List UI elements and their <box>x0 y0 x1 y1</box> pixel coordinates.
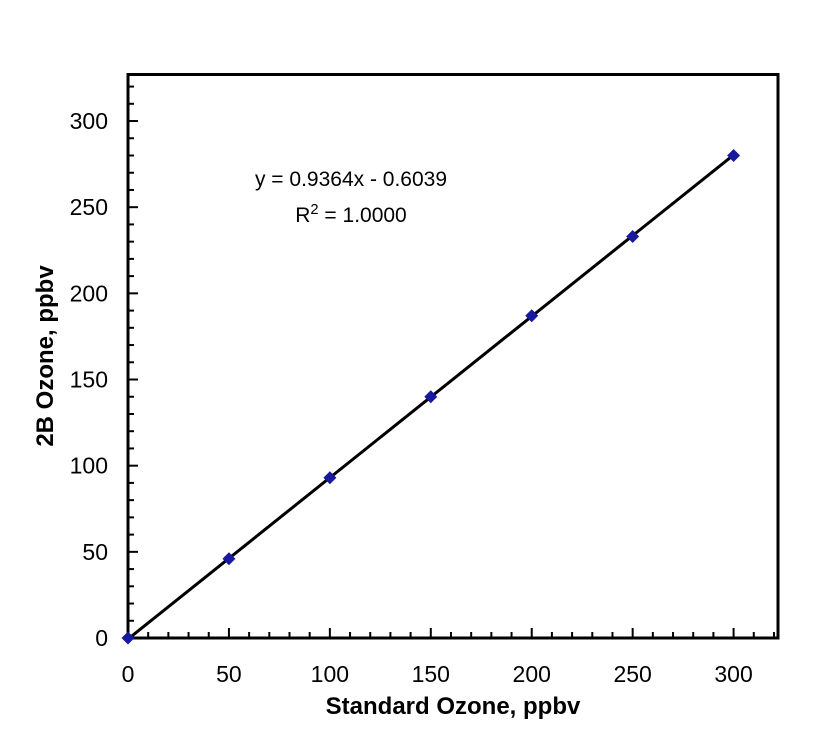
y-tick-label: 0 <box>95 625 108 651</box>
r-squared-exponent: 2 <box>310 202 319 218</box>
data-point-marker <box>626 229 640 243</box>
y-tick-label: 200 <box>70 280 108 306</box>
data-point-marker <box>222 552 236 566</box>
data-point-marker <box>525 309 539 323</box>
r-squared-value: = 1.0000 <box>318 204 407 227</box>
x-tick-label: 50 <box>216 661 242 687</box>
x-axis-title: Standard Ozone, ppbv <box>325 693 581 720</box>
data-points <box>121 148 741 645</box>
x-tick-label: 300 <box>714 661 752 687</box>
trendline-annotation: y = 0.9364x - 0.6039 R2 = 1.0000 <box>255 164 447 231</box>
equation-text: y = 0.9364x - 0.6039 <box>254 168 448 191</box>
x-tick-label: 0 <box>122 661 135 687</box>
r-squared-text: R2 = 1.0000 <box>255 195 447 231</box>
y-tick-label: 150 <box>70 367 108 393</box>
x-axis-tick-labels: 0 50 100 150 200 250 300 <box>122 661 753 687</box>
data-point-marker <box>424 390 438 404</box>
y-tick-label: 300 <box>70 108 108 134</box>
x-tick-label: 250 <box>613 661 651 687</box>
y-tick-label: 250 <box>70 194 108 220</box>
data-point-marker <box>727 148 741 162</box>
x-tick-label: 100 <box>311 661 349 687</box>
y-axis-tick-labels: 0 50 100 150 200 250 300 <box>70 108 108 651</box>
plot-area-border <box>126 73 780 640</box>
x-tick-label: 200 <box>513 661 551 687</box>
y-axis-title: 2B Ozone, ppbv <box>32 265 59 447</box>
x-tick-label: 150 <box>412 661 450 687</box>
y-tick-label: 50 <box>82 539 108 565</box>
data-point-marker <box>121 631 135 645</box>
y-tick-label: 100 <box>70 453 108 479</box>
data-point-marker <box>323 471 337 485</box>
r-squared-base: R <box>295 204 311 227</box>
